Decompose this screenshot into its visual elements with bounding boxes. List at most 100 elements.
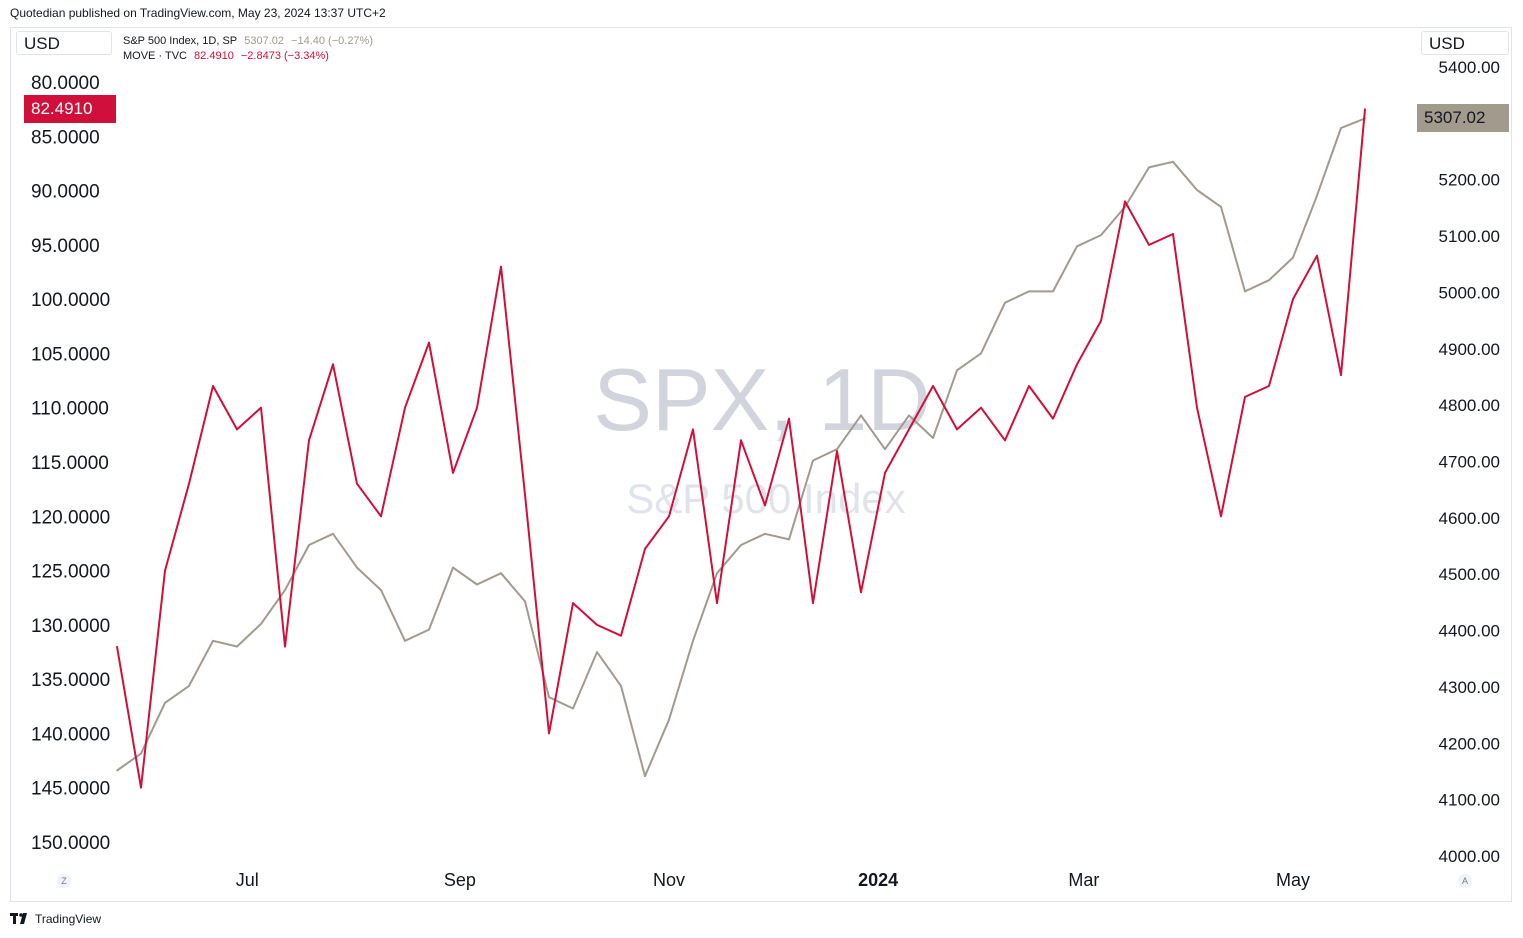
left-tick-label: 110.0000: [31, 399, 109, 420]
right-axis[interactable]: 5400.005300.005200.005100.005000.004900.…: [1439, 58, 1500, 866]
move-point: [1124, 200, 1126, 203]
footer-brand-label: TradingView: [35, 912, 102, 926]
legend-move[interactable]: MOVE · TVC 82.4910 −2.8473 (−3.34%): [123, 49, 377, 64]
move-point: [1340, 374, 1342, 376]
spx-last-price-tag: 5307.02: [1417, 104, 1509, 133]
spx-point: [548, 696, 550, 698]
left-axis[interactable]: 80.0000 85.0000 90.0000 95.0000 100.0000 105.…: [31, 73, 110, 854]
move-point: [1196, 406, 1198, 409]
spx-point: [1172, 161, 1174, 163]
move-point: [332, 363, 334, 366]
move-point: [308, 439, 310, 442]
move-point: [356, 482, 358, 485]
right-tick-label: 4600.00: [1439, 509, 1500, 528]
spx-point: [476, 583, 478, 586]
spx-point: [1076, 245, 1078, 248]
move-point: [956, 428, 958, 431]
move-point: [164, 569, 166, 572]
left-tick-label: 125.0000: [31, 562, 110, 583]
move-point: [716, 602, 718, 604]
time-tick-label: Nov: [653, 870, 685, 890]
spx-point: [812, 459, 814, 462]
time-tick-label: Jul: [236, 870, 259, 890]
move-point: [1292, 298, 1294, 300]
left-currency-button[interactable]: USD: [16, 31, 112, 55]
move-point: [116, 645, 118, 648]
watermark-symbol: SPX, 1D: [593, 350, 930, 449]
spx-point: [668, 718, 670, 721]
right-tick-label: 4000.00: [1439, 847, 1500, 866]
legend: S&P 500 Index, 1D, SP 5307.02 −14.40 (−0…: [123, 34, 377, 64]
right-tick-label: 4400.00: [1439, 622, 1500, 641]
chart-frame: [10, 27, 1512, 902]
move-point: [140, 786, 142, 789]
footer-brand: TradingView: [10, 912, 101, 926]
left-tick-label: 135.0000: [31, 670, 110, 691]
move-point: [404, 406, 406, 409]
right-tick-label: 4800.00: [1439, 396, 1500, 415]
move-point: [1028, 385, 1030, 387]
right-tick-label: 4100.00: [1439, 791, 1500, 810]
move-point: [1100, 320, 1102, 322]
spx-point: [428, 628, 430, 631]
spx-point: [404, 640, 406, 642]
move-point: [524, 493, 526, 496]
spx-point: [1268, 279, 1270, 282]
time-tick-label: 2024: [858, 870, 898, 890]
legend-spx-change: −14.40 (−0.27%): [291, 35, 373, 47]
auto-scale-button[interactable]: A: [1458, 874, 1472, 888]
legend-move-change: −2.8473 (−3.34%): [240, 50, 329, 62]
move-point: [596, 624, 598, 626]
spx-point: [764, 533, 766, 535]
spx-point: [956, 369, 958, 372]
spx-point: [572, 707, 574, 710]
spx-point: [332, 533, 334, 535]
move-point: [476, 406, 478, 409]
move-point: [572, 602, 574, 604]
move-point: [1364, 108, 1366, 110]
legend-spx-name: S&P 500 Index, 1D, SP: [123, 35, 238, 47]
spx-point: [1004, 301, 1006, 304]
right-tick-label: 5400.00: [1439, 58, 1500, 77]
spx-point: [740, 544, 742, 546]
left-tick-label: 115.0000: [31, 453, 109, 474]
spx-point: [188, 685, 190, 687]
zoom-button[interactable]: Z: [57, 874, 71, 888]
series-layer: [116, 108, 1366, 789]
spx-point: [620, 685, 622, 687]
move-point: [1244, 396, 1246, 398]
move-point: [452, 472, 454, 474]
left-tick-label: 130.0000: [31, 616, 110, 637]
move-point: [836, 450, 838, 452]
move-point: [932, 385, 934, 387]
spx-point: [932, 437, 934, 439]
move-point: [980, 406, 982, 409]
left-tick-label: 120.0000: [31, 507, 110, 528]
time-axis[interactable]: Jul Sep Nov 2024 Mar May: [236, 870, 1310, 890]
move-point: [260, 406, 262, 409]
move-point: [1220, 515, 1222, 518]
legend-spx[interactable]: S&P 500 Index, 1D, SP 5307.02 −14.40 (−0…: [123, 34, 377, 49]
spx-point: [524, 600, 526, 603]
spx-point: [644, 775, 646, 777]
right-currency-button[interactable]: USD: [1421, 31, 1509, 55]
publication-credit: Quotedian published on TradingView.com, …: [10, 6, 386, 20]
spx-point: [236, 645, 238, 648]
watermark: SPX, 1D S&P 500 Index: [593, 350, 930, 522]
spx-point: [1220, 206, 1222, 208]
spx-point: [260, 623, 262, 625]
left-tick-label: 85.0000: [31, 127, 100, 148]
move-point: [860, 591, 862, 594]
move-point: [212, 385, 214, 387]
right-tick-label: 4500.00: [1439, 565, 1500, 584]
right-tick-label: 4200.00: [1439, 734, 1500, 753]
spx-point: [884, 448, 886, 451]
spx-point: [860, 414, 862, 417]
legend-move-value: 82.4910: [194, 50, 234, 62]
move-point: [620, 634, 622, 637]
move-point: [1316, 254, 1318, 257]
spx-point: [140, 752, 142, 755]
left-tick-label: 150.0000: [31, 833, 110, 854]
left-tick-label: 140.0000: [31, 724, 110, 745]
